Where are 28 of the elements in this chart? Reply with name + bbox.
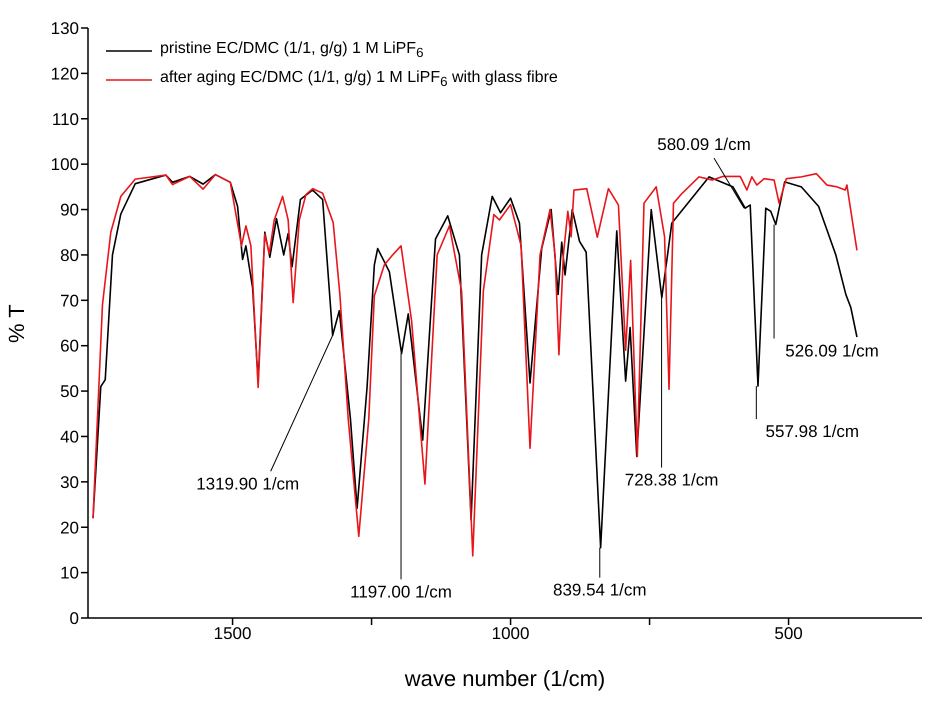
- x-tick-label: 1500: [214, 624, 252, 644]
- legend-label: pristine EC/DMC (1/1, g/g) 1 M LiPF$_{6}$: [160, 39, 424, 62]
- x-tick-label: 500: [774, 624, 803, 644]
- annotation: 526.09 1/cm: [785, 342, 879, 361]
- x-axis-title: wave number (1/cm): [404, 666, 606, 691]
- annotation: 557.98 1/cm: [766, 422, 860, 442]
- x-tick-label: 1000: [492, 624, 530, 644]
- y-tick-label: 100: [50, 155, 79, 174]
- annotation: 1319.90 1/cm: [196, 474, 300, 494]
- y-tick-label: 40: [60, 427, 79, 446]
- y-tick-label: 60: [60, 336, 79, 356]
- y-tick-label: 0: [70, 609, 79, 628]
- y-tick-label: 120: [50, 64, 79, 84]
- y-tick-label: 90: [60, 200, 79, 220]
- annotation: 580.09 1/cm: [657, 136, 751, 155]
- y-tick-label: 80: [60, 246, 79, 265]
- y-tick-label: 70: [60, 291, 79, 310]
- annotation: 839.54 1/cm: [552, 581, 647, 600]
- legend-label: after aging EC/DMC (1/1, g/g) 1 M LiPF$_{6}$ with glass fibre: [160, 68, 558, 92]
- y-tick-label: 10: [60, 564, 79, 583]
- y-tick-label: 110: [52, 110, 79, 129]
- y-tick-label: 20: [60, 518, 79, 538]
- y-axis-title: % T: [4, 304, 29, 343]
- y-tick-label: 50: [60, 382, 79, 402]
- annotation: 1197.00 1/cm: [350, 582, 452, 602]
- y-tick-label: 130: [50, 19, 79, 38]
- annotation: 728.38 1/cm: [624, 471, 718, 490]
- y-tick-label: 30: [60, 472, 79, 492]
